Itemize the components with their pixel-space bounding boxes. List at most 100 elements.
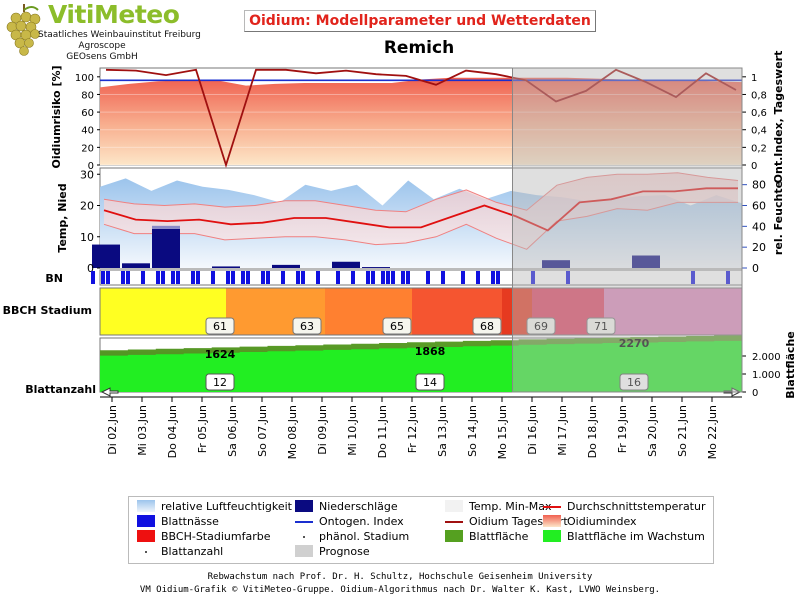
leaf-wetness-mark xyxy=(176,271,180,284)
leaf-wetness-mark xyxy=(491,271,495,284)
legend-item-label: Blattfläche xyxy=(469,530,529,543)
bbch-stage-label: 63 xyxy=(300,320,314,333)
x-tick-label: Di 16.Jun xyxy=(526,405,539,455)
leaf-ytick-right-label: 2.000 xyxy=(752,352,781,363)
scroll-left-icon xyxy=(100,387,119,397)
bbch-stage-badge xyxy=(382,317,412,335)
leaf-count-badge xyxy=(205,373,235,391)
leaf-wetness-mark xyxy=(121,271,125,284)
weather-ytick-label: 30 xyxy=(80,168,94,181)
bbch-stage-label: 61 xyxy=(213,320,227,333)
leaf-wetness-mark xyxy=(476,271,480,284)
leaf-area-label: 1624 xyxy=(205,348,236,361)
leaf-wetness-mark xyxy=(406,271,410,284)
bbch-label: BBCH Stadium xyxy=(3,304,92,317)
leaf-wetness-mark xyxy=(261,271,265,284)
bn-label: BN xyxy=(45,272,63,285)
x-tick-label: Do 11.Jun xyxy=(376,405,389,458)
leaf-count-dot xyxy=(145,551,147,553)
logo-line-3: GEOsens GmbH xyxy=(66,52,138,62)
x-tick-label: Fr 05.Jun xyxy=(196,405,209,453)
legend: relative Luftfeuchtigkeit Niederschläge Te… xyxy=(128,496,714,564)
risk-ylabel: Oidiumrisiko [%] xyxy=(50,65,63,168)
x-tick-label: Mi 10.Jun xyxy=(346,405,359,456)
bbch-stage-label: 68 xyxy=(480,320,494,333)
leaf-wetness-mark xyxy=(351,271,355,284)
leaf-wetness-mark xyxy=(366,271,370,284)
risk-ytick-right-label: 0,6 xyxy=(751,108,767,119)
legend-item-label: Blattanzahl xyxy=(161,545,224,558)
leaf-wetness-mark xyxy=(156,271,160,284)
leaf-wetness-mark xyxy=(246,271,250,284)
footer-credit-1: Rebwachstum nach Prof. Dr. H. Schultz, H… xyxy=(207,572,593,582)
legend-item-label: phänol. Stadium xyxy=(319,530,410,543)
x-tick-label: Mo 08.Jun xyxy=(286,405,299,459)
legend-item-label: Oidiumindex xyxy=(567,515,637,528)
bbch-stage-label: 69 xyxy=(534,320,548,333)
risk-ytick-right-label: 0,2 xyxy=(751,143,767,154)
precip-bar xyxy=(92,244,120,268)
vitimeteo-logo: VitiMeteo Staatliches Weinbauinstitut Fr… xyxy=(4,0,224,64)
risk-ylabel-right: Ont.Index, Tageswert xyxy=(772,51,785,184)
temp-minmax-band xyxy=(104,172,738,250)
bbch-stage-label: 65 xyxy=(390,320,404,333)
leaf-count-label: 16 xyxy=(627,376,641,389)
leaf-area-swatch xyxy=(445,530,463,542)
risk-ytick-right-label: 0,4 xyxy=(751,126,767,137)
bbch-stage-badge xyxy=(472,317,502,335)
x-tick-label: Do 04.Jun xyxy=(166,405,179,458)
ontogen-line-swatch xyxy=(295,521,313,523)
leaf-wetness-mark xyxy=(296,271,300,284)
risk-ytick-label: 40 xyxy=(81,126,94,137)
x-tick-label: Fr 19.Jun xyxy=(616,405,629,453)
x-tick-label: Fr 12.Jun xyxy=(406,405,419,453)
weather-ytick-right-label: 40 xyxy=(752,220,766,233)
weather-ytick-right-label: 20 xyxy=(752,241,766,254)
leaf-ytick-right-label: 0 xyxy=(752,388,758,399)
leaf-count-label: 14 xyxy=(423,376,437,389)
x-tick-label: Sa 13.Jun xyxy=(436,405,449,457)
humidity-swatch xyxy=(137,500,155,512)
weather-ytick-label: 20 xyxy=(80,200,94,213)
leaf-wetness-mark xyxy=(381,271,385,284)
precip-bar xyxy=(122,263,150,268)
chart-title: Oidium: Modellparameter und Wetterdaten xyxy=(244,10,596,32)
leaf-wetness-mark xyxy=(566,271,570,284)
legend-item-label: Ontogen. Index xyxy=(319,515,404,528)
temp-max-line xyxy=(103,172,739,213)
leaf-wetness-mark xyxy=(316,271,320,284)
x-tick-label: So 07.Jun xyxy=(256,405,269,457)
risk-ytick-right-label: 0 xyxy=(751,161,757,172)
risk-ytick-label: 60 xyxy=(81,108,94,119)
leaf-wetness-mark xyxy=(106,271,110,284)
temp-range-swatch xyxy=(445,500,463,512)
leaf-growth-area xyxy=(100,340,742,392)
grape-icon xyxy=(6,4,41,56)
weather-ylabel-right: rel. Feuchte xyxy=(772,181,785,255)
risk-ytick-label: 20 xyxy=(81,143,94,154)
risk-ytick-label: 80 xyxy=(81,90,94,101)
leaf-wetness-mark xyxy=(726,271,730,284)
weather-ytick-right-label: 60 xyxy=(752,200,766,213)
oidium-tageswert-line xyxy=(105,68,737,168)
leaf-wetness-mark xyxy=(496,271,500,284)
risk-ytick-label: 0 xyxy=(88,161,94,172)
legend-item-label: Blattnässe xyxy=(161,515,219,528)
logo-line-1: Staatliches Weinbauinstitut Freiburg xyxy=(38,30,201,40)
leaf-wetness-mark xyxy=(386,271,390,284)
leaf-wetness-mark xyxy=(101,271,105,284)
bbch-swatch xyxy=(137,530,155,542)
mean-temp-line xyxy=(103,187,738,232)
risk-ytick-right-label: 1 xyxy=(751,73,757,84)
forecast-shade xyxy=(512,67,743,393)
legend-item-label: Durchschnittstemperatur xyxy=(567,500,706,513)
leaf-wetness-mark xyxy=(301,271,305,284)
leaf-wetness-mark xyxy=(426,271,430,284)
x-tick-label: Di 02.Jun xyxy=(106,405,119,455)
leaf-wetness-mark xyxy=(281,271,285,284)
x-tick-label: Mo 15.Jun xyxy=(496,405,509,459)
x-tick-label: Mi 03.Jun xyxy=(136,405,149,456)
weather-ytick-right-label: 80 xyxy=(752,179,766,192)
risk-ytick-right-label: 0,8 xyxy=(751,90,767,101)
